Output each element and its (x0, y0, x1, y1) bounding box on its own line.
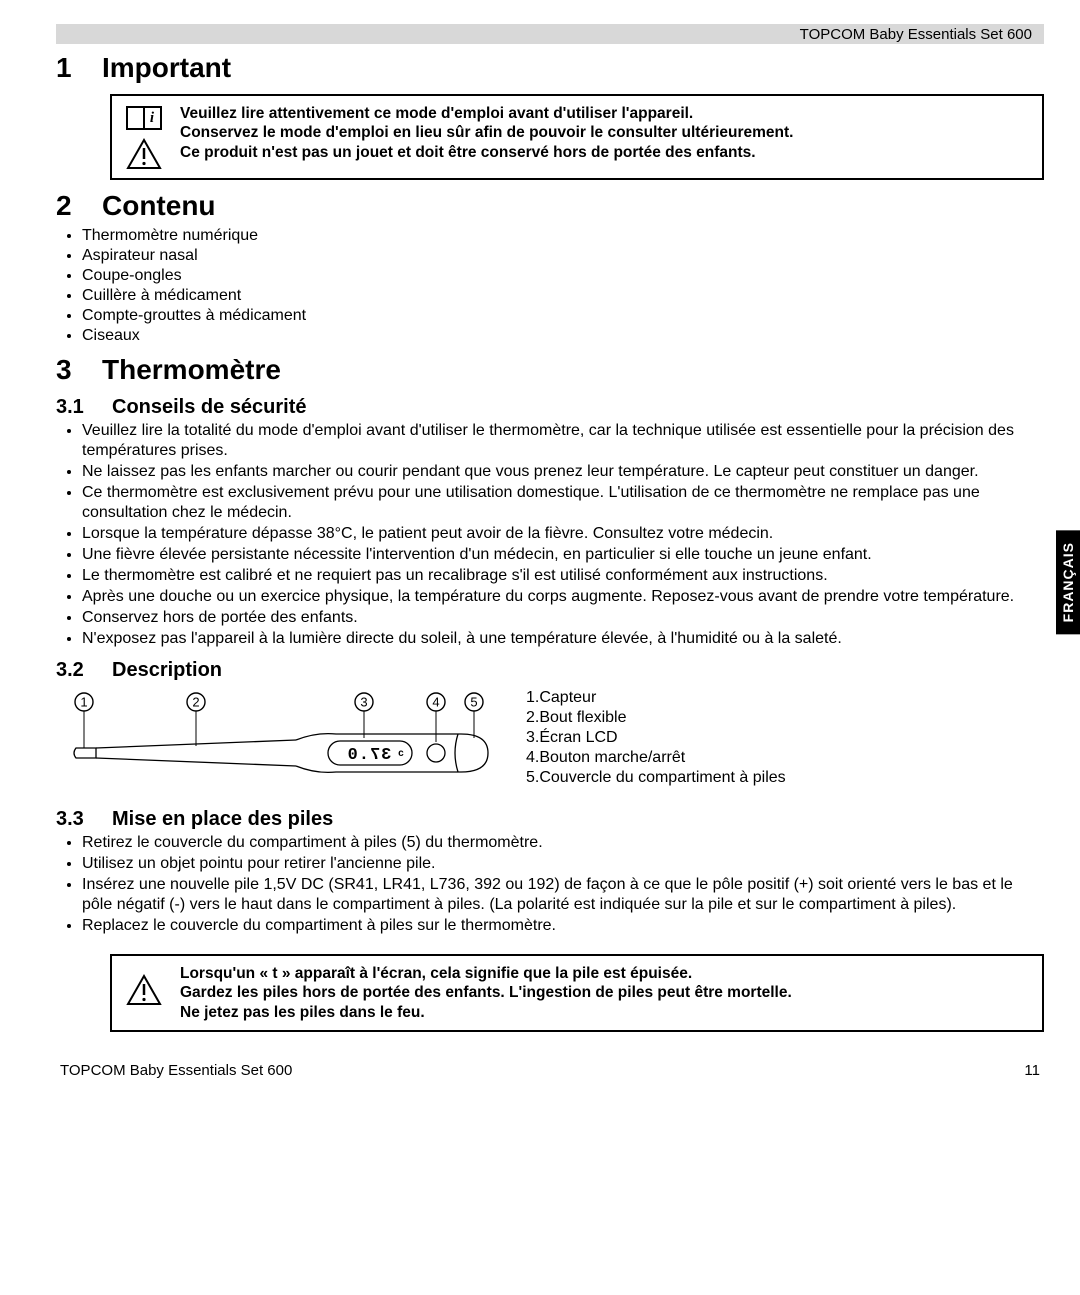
battery-box-line-2: Gardez les piles hors de portée des enfa… (180, 983, 792, 1002)
warning-triangle-icon (126, 138, 162, 170)
section-1-heading: 1 Important (56, 52, 1044, 84)
callout-1: 1 (80, 695, 87, 710)
list-item: Conservez hors de portée des enfants. (82, 608, 1044, 628)
lcd-unit: c (398, 749, 404, 760)
battery-box-icons (122, 964, 166, 1006)
list-item: Ciseaux (82, 326, 1044, 346)
sub-3-2-num: 3.2 (56, 659, 112, 682)
footer-page-number: 11 (1024, 1062, 1040, 1079)
battery-box-line-3: Ne jetez pas les piles dans le feu. (180, 1003, 792, 1022)
subsection-3-2-heading: 3.2 Description (56, 659, 1044, 682)
important-box-icons: i (122, 104, 166, 170)
subsection-3-1-heading: 3.1 Conseils de sécurité (56, 396, 1044, 419)
footer-left: TOPCOM Baby Essentials Set 600 (60, 1062, 292, 1079)
header-product: TOPCOM Baby Essentials Set 600 (800, 26, 1032, 43)
section-2-title: Contenu (102, 190, 216, 222)
contents-list: Thermomètre numérique Aspirateur nasal C… (56, 226, 1044, 346)
list-item: Thermomètre numérique (82, 226, 1044, 246)
list-item: Coupe-ongles (82, 266, 1044, 286)
page-footer: TOPCOM Baby Essentials Set 600 11 (56, 1062, 1044, 1079)
list-item: Une fièvre élevée persistante nécessite … (82, 545, 1044, 565)
list-item: Retirez le couvercle du compartiment à p… (82, 833, 1044, 853)
header-bar: TOPCOM Baby Essentials Set 600 (56, 24, 1044, 44)
important-line-1: Veuillez lire attentivement ce mode d'em… (180, 104, 794, 123)
list-item: Insérez une nouvelle pile 1,5V DC (SR41,… (82, 875, 1044, 915)
section-2-num: 2 (56, 190, 102, 222)
list-item: Veuillez lire la totalité du mode d'empl… (82, 421, 1044, 461)
list-item: Aspirateur nasal (82, 246, 1044, 266)
section-1-title: Important (102, 52, 231, 84)
battery-box-line-1: Lorsqu'un « t » apparaît à l'écran, cela… (180, 964, 792, 983)
battery-box-text: Lorsqu'un « t » apparaît à l'écran, cela… (180, 964, 792, 1022)
sub-3-3-title: Mise en place des piles (112, 808, 333, 831)
important-line-2: Conservez le mode d'emploi en lieu sûr a… (180, 123, 794, 142)
thermometer-diagram: 1 2 3 4 5 (66, 688, 496, 798)
list-item: Lorsque la température dépasse 38°C, le … (82, 524, 1044, 544)
legend-item: 1.Capteur (526, 688, 786, 708)
list-item: Ne laissez pas les enfants marcher ou co… (82, 462, 1044, 482)
list-item: Cuillère à médicament (82, 286, 1044, 306)
language-tab: FRANÇAIS (1056, 530, 1080, 634)
thermometer-description-row: 1 2 3 4 5 (66, 688, 1044, 798)
callout-2: 2 (192, 695, 199, 710)
list-item: Ce thermomètre est exclusivement prévu p… (82, 483, 1044, 523)
callout-5: 5 (470, 695, 477, 710)
warning-triangle-icon (126, 974, 162, 1006)
legend-item: 5.Couvercle du compartiment à piles (526, 768, 786, 788)
sub-3-1-title: Conseils de sécurité (112, 396, 307, 419)
manual-icon: i (126, 106, 162, 130)
important-line-3: Ce produit n'est pas un jouet et doit êt… (180, 143, 794, 162)
thermometer-legend: 1.Capteur 2.Bout flexible 3.Écran LCD 4.… (526, 688, 786, 788)
legend-item: 4.Bouton marche/arrêt (526, 748, 786, 768)
list-item: Le thermomètre est calibré et ne requier… (82, 566, 1044, 586)
section-3-num: 3 (56, 354, 102, 386)
callout-3: 3 (360, 695, 367, 710)
lcd-value: 37.0 (347, 746, 392, 765)
list-item: N'exposez pas l'appareil à la lumière di… (82, 629, 1044, 649)
section-3-title: Thermomètre (102, 354, 281, 386)
sub-3-3-num: 3.3 (56, 808, 112, 831)
list-item: Utilisez un objet pointu pour retirer l'… (82, 854, 1044, 874)
section-3-heading: 3 Thermomètre (56, 354, 1044, 386)
section-2-heading: 2 Contenu (56, 190, 1044, 222)
battery-warning-box: Lorsqu'un « t » apparaît à l'écran, cela… (110, 954, 1044, 1032)
subsection-3-3-heading: 3.3 Mise en place des piles (56, 808, 1044, 831)
legend-item: 3.Écran LCD (526, 728, 786, 748)
sub-3-1-num: 3.1 (56, 396, 112, 419)
sub-3-2-title: Description (112, 659, 222, 682)
callout-4: 4 (432, 695, 439, 710)
list-item: Compte-grouttes à médicament (82, 306, 1044, 326)
safety-list: Veuillez lire la totalité du mode d'empl… (56, 421, 1044, 649)
battery-instructions-list: Retirez le couvercle du compartiment à p… (56, 833, 1044, 936)
list-item: Replacez le couvercle du compartiment à … (82, 916, 1044, 936)
important-box-text: Veuillez lire attentivement ce mode d'em… (180, 104, 794, 162)
section-1-num: 1 (56, 52, 102, 84)
important-warning-box: i Veuillez lire attentivement ce mode d'… (110, 94, 1044, 180)
list-item: Après une douche ou un exercice physique… (82, 587, 1044, 607)
legend-item: 2.Bout flexible (526, 708, 786, 728)
